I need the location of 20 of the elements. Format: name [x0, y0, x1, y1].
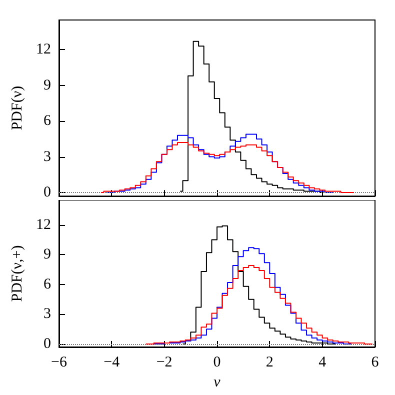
x-tick-label: 4 [318, 354, 327, 370]
y-tick-label: 6 [44, 276, 52, 292]
y-tick-label: 12 [36, 42, 51, 58]
y-axis-title: PDF(ν,+) [10, 245, 26, 302]
y-tick-label: 3 [44, 306, 51, 322]
y-tick-label: 9 [44, 246, 51, 263]
x-tick-label: −6 [51, 354, 68, 370]
x-axis-title: ν [214, 374, 221, 390]
x-tick-label: 6 [371, 354, 380, 370]
x-tick-label: 0 [213, 354, 221, 370]
y-axis-title: PDF(ν) [10, 86, 26, 130]
x-tick-label: 2 [266, 354, 274, 370]
y-tick-label: 0 [44, 184, 51, 200]
x-tick-label: −4 [104, 354, 120, 370]
x-tick-label: −2 [156, 354, 172, 370]
y-tick-label: 12 [36, 216, 51, 233]
y-tick-label: 0 [44, 336, 51, 352]
y-tick-label: 3 [44, 148, 51, 165]
y-tick-label: 6 [44, 113, 52, 130]
y-tick-label: 9 [44, 77, 51, 94]
